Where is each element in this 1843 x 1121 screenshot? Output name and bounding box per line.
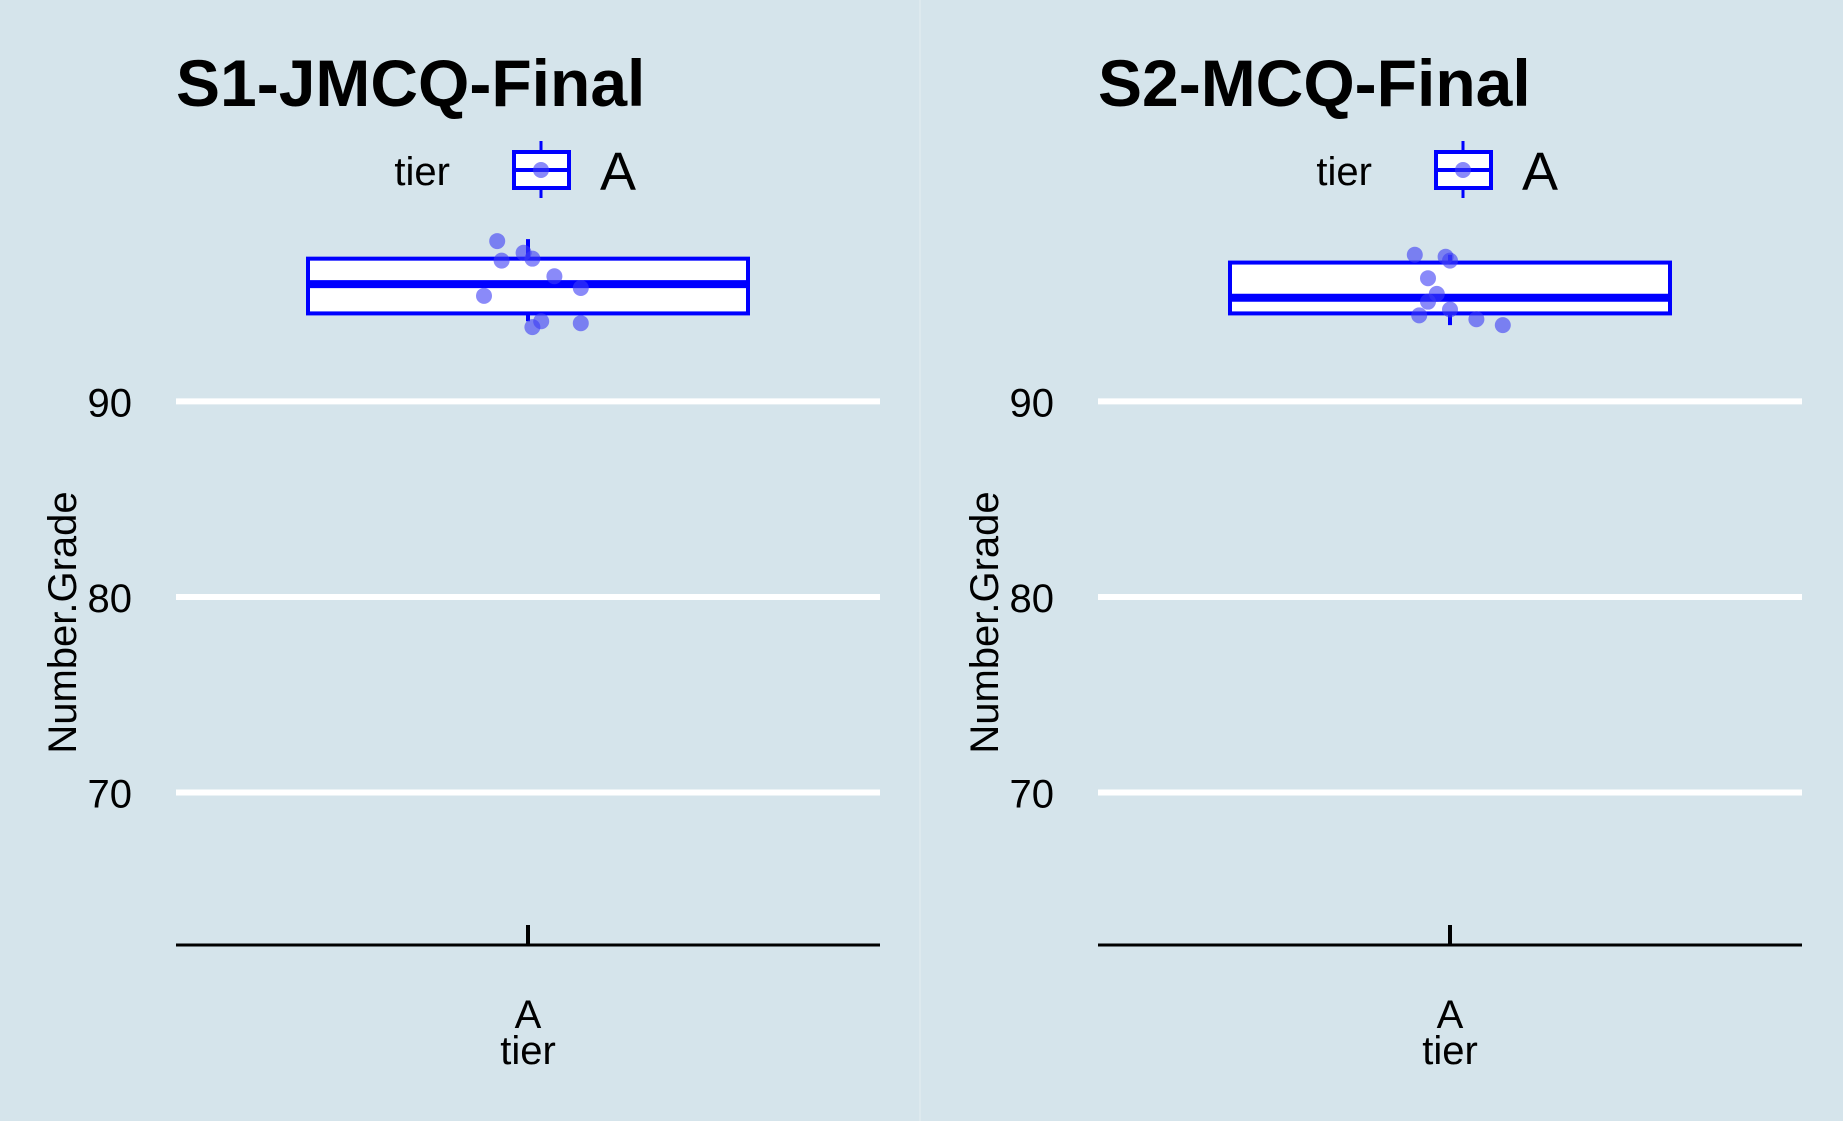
legend-key-point (533, 162, 549, 178)
x-tick-label: A (515, 993, 542, 1037)
data-point (1420, 270, 1436, 287)
data-point (546, 268, 563, 285)
data-point (1420, 293, 1436, 310)
data-point (1406, 246, 1423, 263)
legend-key-point (1455, 162, 1471, 178)
legend-entry-label: A (1522, 142, 1558, 202)
x-tick-label: A (1437, 993, 1464, 1037)
legend-title: tier (394, 150, 450, 194)
data-point (1494, 317, 1511, 334)
x-axis-label: tier (500, 1029, 556, 1073)
y-tick-label: 80 (1010, 577, 1055, 621)
legend-entry-label: A (600, 142, 636, 202)
data-point (524, 250, 541, 267)
data-point (1411, 307, 1428, 324)
data-point (524, 319, 541, 336)
y-tick-label: 80 (88, 577, 133, 621)
y-tick-label: 70 (1010, 772, 1055, 816)
chart-title: S1-JMCQ-Final (176, 46, 645, 120)
data-point (489, 233, 506, 250)
y-axis-label: Number.Grade (963, 491, 1007, 753)
panel-divider (919, 0, 921, 1121)
data-point (476, 287, 492, 304)
legend-title: tier (1316, 150, 1372, 194)
data-point (1442, 301, 1458, 318)
data-point (572, 315, 589, 332)
y-axis-label: Number.Grade (41, 491, 85, 753)
y-tick-label: 70 (88, 772, 133, 816)
data-point (1468, 311, 1485, 328)
data-point (572, 279, 589, 296)
data-point (1442, 252, 1458, 269)
data-point (493, 252, 510, 269)
y-tick-label: 90 (1010, 381, 1055, 425)
chart-title: S2-MCQ-Final (1098, 46, 1531, 120)
y-tick-label: 90 (88, 381, 133, 425)
x-axis-label: tier (1422, 1029, 1478, 1073)
